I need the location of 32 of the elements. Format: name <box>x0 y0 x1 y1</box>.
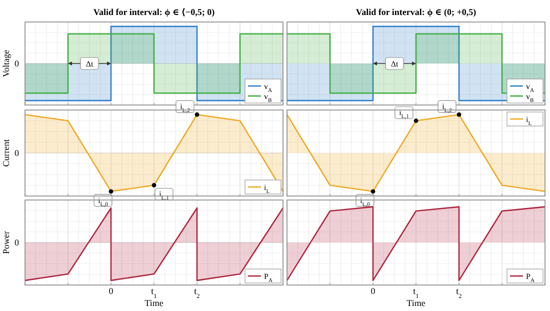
annotation: i$_{L,2}$ <box>442 102 452 114</box>
legend-label: v$_{B}$ <box>526 92 534 104</box>
legend-label: P$_{A}$ <box>526 272 534 284</box>
ref-line-label: 0 <box>14 148 20 158</box>
x-tick-label: t$_{2}$ <box>456 286 462 300</box>
x-tick-label: t$_{2}$ <box>194 286 200 300</box>
annotation: i$_{L,0}$ <box>98 196 108 208</box>
x-tick-label: 0 <box>108 286 114 296</box>
annotation: i$_{L,1}$ <box>399 108 410 120</box>
legend-label: i$_{L}$ <box>526 114 532 127</box>
x-tick-label: 0 <box>370 286 376 296</box>
ref-line-label: 0 <box>14 58 20 69</box>
annotation: Δt <box>390 59 399 68</box>
legend-label: v$_{A}$ <box>526 82 534 94</box>
annotation: i$_{L,1}$ <box>159 190 170 202</box>
ref-line-label: 0 <box>14 238 20 248</box>
legend-label: i$_{L}$ <box>264 182 270 195</box>
annotation: i$_{L,0}$ <box>360 196 370 208</box>
chart-title: Valid for interval: ϕ ∈ (0; +0,5) <box>356 7 476 17</box>
legend-label: P$_{A}$ <box>264 272 272 284</box>
y-axis-title: Current <box>1 138 11 167</box>
y-axis-title: Voltage <box>1 50 11 78</box>
chart-title: Valid for interval: ϕ ∈ ⟨−0,5; 0) <box>93 7 215 17</box>
x-tick-label: t$_{1}$ <box>151 286 157 300</box>
legend-label: v$_{B}$ <box>264 92 272 104</box>
y-axis-title: Power <box>1 231 11 254</box>
x-tick-label: t$_{1}$ <box>413 286 419 300</box>
annotation: i$_{L,2}$ <box>180 102 190 114</box>
annotation: Δt <box>86 59 94 68</box>
legend-label: v$_{A}$ <box>264 82 272 94</box>
x-axis-title: Time <box>406 298 426 308</box>
x-axis-title: Time <box>144 298 164 308</box>
